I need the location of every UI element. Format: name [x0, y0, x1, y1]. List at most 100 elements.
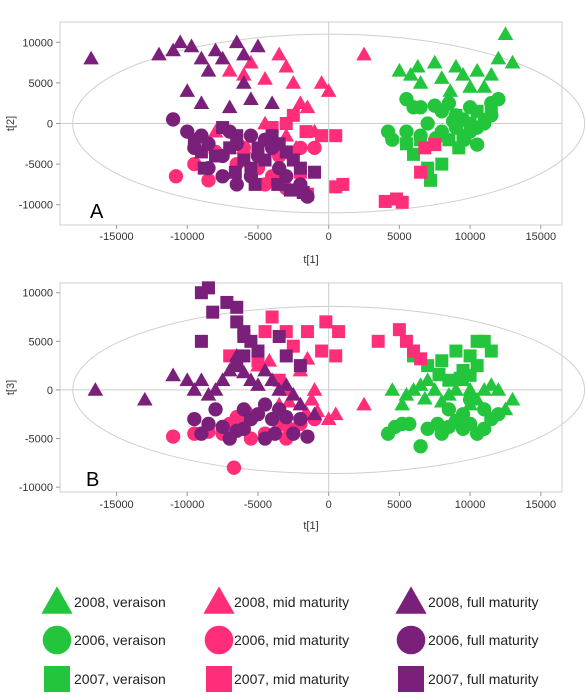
data-point: [384, 382, 401, 396]
x-tick-label: 10000: [455, 231, 486, 243]
panel-label: A: [90, 201, 104, 223]
data-point: [329, 129, 343, 143]
data-point: [165, 112, 181, 127]
data-point: [172, 34, 188, 49]
plot-frame: [59, 282, 563, 493]
x-tick-label: -10000: [170, 231, 204, 243]
data-point: [271, 177, 285, 191]
data-point: [409, 58, 426, 73]
x-tick-label: -10000: [170, 499, 204, 511]
data-point: [327, 406, 344, 421]
data-point: [428, 138, 442, 152]
data-point: [320, 83, 337, 97]
data-point: [236, 421, 251, 436]
data-point: [463, 117, 477, 130]
data-point: [434, 70, 450, 84]
data-point: [394, 396, 411, 411]
data-point: [462, 382, 478, 396]
data-point: [418, 141, 432, 155]
data-point: [293, 359, 307, 373]
legend-label: 2008, mid maturity: [234, 594, 349, 610]
data-point: [449, 344, 463, 358]
data-point: [271, 382, 287, 396]
data-point: [419, 372, 436, 387]
data-point: [201, 173, 216, 188]
data-point: [442, 133, 456, 147]
data-point: [209, 149, 223, 163]
data-point: [329, 180, 343, 194]
data-point: [332, 325, 346, 339]
data-point: [417, 390, 433, 405]
data-point: [243, 54, 259, 69]
data-point: [413, 439, 428, 454]
data-point: [137, 391, 153, 406]
legend-label: 2008, full maturity: [428, 594, 539, 610]
y-tick-label: 5000: [29, 336, 53, 348]
data-point: [187, 411, 202, 427]
data-point: [299, 125, 313, 139]
data-point: [441, 402, 457, 417]
data-point: [230, 129, 244, 143]
data-point: [491, 407, 506, 422]
data-point: [278, 377, 295, 391]
data-point: [279, 409, 294, 425]
x-tick-label: -15000: [99, 499, 133, 511]
data-point: [504, 54, 521, 69]
legend-marker: [395, 586, 427, 614]
data-point: [483, 377, 500, 391]
data-point: [223, 141, 237, 155]
data-point: [477, 402, 492, 417]
legend-label: 2006, veraison: [74, 632, 166, 648]
data-point: [462, 392, 478, 407]
data-point: [221, 362, 238, 377]
data-point: [265, 310, 279, 324]
legend-marker: [41, 586, 73, 614]
data-point: [229, 177, 244, 192]
data-point: [215, 419, 230, 435]
data-point: [83, 50, 99, 65]
y-tick-label: -5000: [25, 434, 53, 446]
data-point: [208, 402, 223, 417]
data-point: [306, 382, 323, 396]
data-point: [470, 104, 484, 118]
data-point: [407, 147, 421, 161]
data-point: [413, 100, 428, 115]
x-tick-label: 15000: [525, 231, 556, 243]
data-point: [221, 99, 238, 114]
data-point: [206, 305, 220, 319]
data-point: [470, 137, 485, 152]
data-point: [267, 426, 283, 441]
data-point: [228, 165, 242, 179]
data-point: [462, 79, 478, 93]
data-point: [378, 194, 392, 208]
data-point: [179, 372, 196, 387]
x-tick-label: 0: [326, 499, 332, 511]
data-point: [412, 377, 429, 391]
data-point: [456, 129, 470, 143]
data-point: [248, 177, 262, 191]
data-point: [293, 411, 308, 427]
data-point: [186, 382, 203, 396]
data-point: [278, 58, 295, 73]
x-axis-label: t[1]: [303, 520, 318, 532]
data-point: [490, 50, 507, 65]
legend-marker: [203, 586, 235, 614]
y-tick-label: -10000: [19, 482, 53, 494]
data-point: [483, 66, 500, 81]
panel-label: B: [86, 469, 99, 491]
data-point: [236, 75, 252, 89]
data-point: [455, 66, 471, 81]
x-tick-label: 0: [326, 231, 332, 243]
data-point: [197, 161, 211, 175]
data-point: [293, 140, 308, 156]
data-point: [243, 128, 259, 143]
data-point: [257, 397, 273, 412]
data-point: [299, 99, 316, 114]
data-point: [87, 382, 104, 396]
data-point: [214, 372, 231, 387]
y-axis-label: t[2]: [5, 116, 17, 131]
data-point: [453, 371, 467, 385]
scatter-panel-a: -15000 -10000 -5000 0 5000 10000 15000 10000 500…: [5, 21, 585, 266]
data-point: [271, 46, 287, 61]
